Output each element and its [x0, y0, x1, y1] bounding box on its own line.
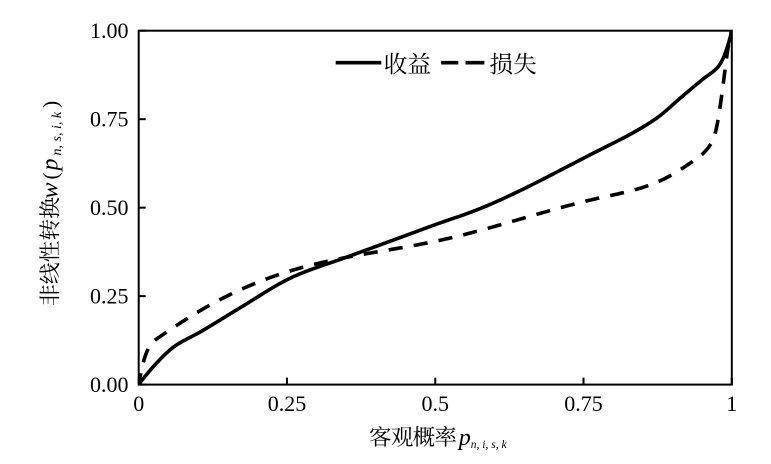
- svg-text:0: 0: [133, 391, 144, 416]
- svg-text:0.5: 0.5: [422, 391, 450, 416]
- svg-text:0.25: 0.25: [90, 283, 129, 308]
- svg-text:0.00: 0.00: [90, 372, 129, 397]
- svg-text:0.50: 0.50: [90, 195, 129, 220]
- svg-text:0.75: 0.75: [564, 391, 603, 416]
- svg-text:1.00: 1.00: [90, 18, 129, 43]
- svg-text:1: 1: [726, 391, 737, 416]
- svg-text:0.25: 0.25: [268, 391, 307, 416]
- svg-text:0.75: 0.75: [90, 106, 129, 131]
